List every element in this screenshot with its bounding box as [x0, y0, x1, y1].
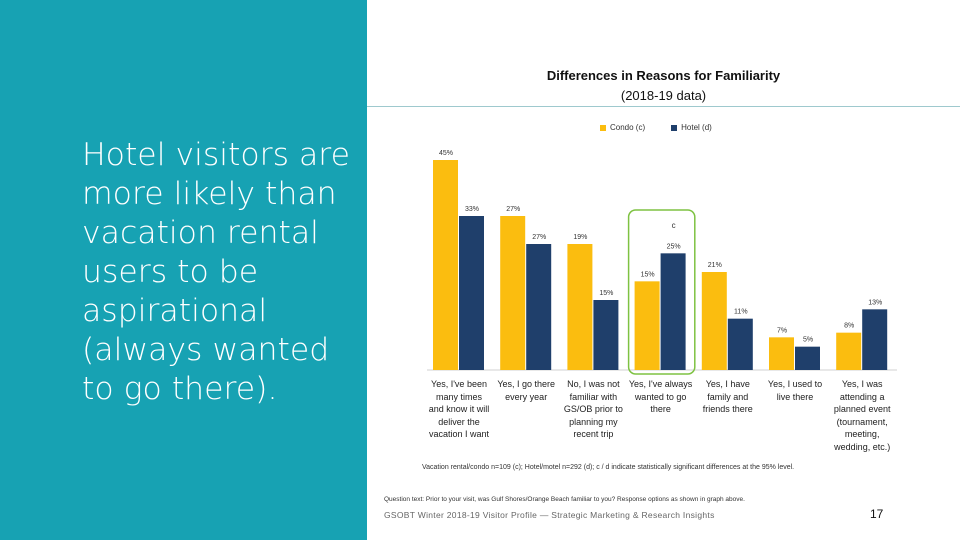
category-label-line: (tournament, — [836, 416, 888, 427]
bar-condo-1 — [500, 216, 526, 370]
category-label-line: deliver the — [438, 416, 480, 427]
value-label-hotel-0: 33% — [465, 206, 479, 213]
legend-label-condo: Condo (c) — [610, 123, 646, 132]
significance-marker: c — [672, 221, 676, 230]
legend-entry-hotel: Hotel (d) — [671, 123, 712, 132]
category-label-line: Yes, I've always — [628, 379, 693, 389]
title-divider — [367, 106, 960, 107]
category-label-4: Yes, I have family and friends there — [691, 378, 765, 416]
legend-swatch-condo — [600, 124, 606, 131]
value-label-condo-3: 15% — [641, 271, 655, 278]
category-label-line: friends there — [702, 404, 753, 414]
value-label-condo-5: 7% — [777, 327, 787, 334]
bar-hotel-6 — [862, 309, 888, 370]
legend-swatch-hotel — [671, 124, 678, 131]
bar-hotel-5 — [795, 346, 820, 370]
bar-hotel-1 — [526, 244, 552, 370]
value-label-hotel-6: 13% — [868, 299, 882, 306]
bar-hotel-2 — [593, 300, 619, 370]
left-panel — [0, 0, 367, 540]
category-label-6: Yes, I was attending a planned event (tourn… — [825, 378, 899, 453]
category-label-line: Yes, I was — [841, 379, 883, 389]
legend-label-hotel: Hotel (d) — [681, 123, 712, 132]
value-label-hotel-2: 15% — [599, 290, 613, 297]
bar-hotel-0 — [459, 216, 484, 370]
bar-condo-3 — [634, 281, 660, 370]
bar-condo-2 — [567, 244, 593, 370]
category-label-line: there — [650, 404, 671, 414]
value-label-hotel-4: 11% — [734, 309, 748, 316]
question-text: Question text: Prior to your visit, was … — [384, 496, 745, 503]
significance-highlight-box — [627, 209, 696, 375]
bar-condo-4 — [701, 272, 727, 370]
category-label-line: many times — [435, 391, 482, 402]
category-label-line: family and — [707, 391, 749, 402]
category-label-line: planned event — [833, 404, 891, 414]
chart-legend: Condo (c) Hotel (d) — [600, 123, 712, 132]
category-label-line: GS/OB prior to — [563, 404, 623, 414]
category-label-0: Yes, I've been many times and know it will… — [422, 378, 496, 441]
category-label-line: vacation I want — [428, 429, 490, 439]
bar-condo-6 — [836, 332, 862, 370]
category-label-line: attending a — [839, 391, 885, 402]
category-label-1: Yes, I go there every year — [489, 378, 563, 403]
chart-title-main: Differences in Reasons for Familiarity — [546, 68, 781, 83]
category-label-line: Yes, I've been — [431, 379, 487, 389]
category-label-line: wedding, etc.) — [834, 441, 891, 452]
legend-entry-condo: Condo (c) — [600, 123, 645, 132]
value-label-hotel-5: 5% — [803, 337, 813, 344]
category-label-line: meeting, — [844, 429, 880, 439]
value-label-condo-4: 21% — [708, 262, 722, 269]
value-label-condo-1: 27% — [506, 206, 520, 213]
bar-condo-0 — [433, 160, 458, 370]
category-label-line: familiar with — [569, 391, 618, 402]
category-label-line: Yes, I used to — [767, 379, 823, 389]
category-label-line: Yes, I have — [705, 379, 750, 389]
sample-note: Vacation rental/condo n=109 (c); Hotel/m… — [422, 464, 795, 471]
category-label-line: live there — [776, 391, 814, 402]
value-label-hotel-3: 25% — [667, 243, 681, 250]
value-label-condo-6: 8% — [844, 323, 854, 330]
category-label-3: Yes, I've always wanted to go there — [624, 378, 698, 416]
chart-title: Differences in Reasons for Familiarity (… — [367, 66, 960, 106]
category-label-line: No, I was not — [567, 379, 620, 389]
chart-subtitle: (2018-19 data) — [620, 88, 707, 103]
category-label-line: every year — [505, 391, 548, 402]
category-label-line: recent trip — [573, 429, 614, 439]
page-number: 17 — [870, 507, 884, 521]
value-label-condo-0: 45% — [439, 150, 453, 157]
value-label-condo-2: 19% — [573, 234, 587, 241]
category-label-line: Yes, I go there — [497, 379, 556, 389]
bar-condo-5 — [769, 337, 794, 370]
category-label-5: Yes, I used to live there — [758, 378, 832, 403]
category-label-line: wanted to go — [634, 391, 687, 402]
headline: Hotel visitors are more likely than vaca… — [82, 137, 350, 407]
category-label-2: No, I was not familiar with GS/OB prior to… — [556, 378, 630, 441]
category-label-line: and know it will — [428, 404, 490, 414]
value-label-hotel-1: 27% — [532, 234, 546, 241]
footer: GSOBT Winter 2018-19 Visitor Profile — S… — [384, 510, 715, 520]
category-label-line: planning my — [569, 416, 618, 427]
bar-hotel-3 — [660, 253, 686, 370]
bar-hotel-4 — [727, 318, 753, 370]
bar-chart: 45% 33% 27% 27% 19% 15% 15% 25% 21% 11% 7% 5% 8% 13% c — [427, 150, 897, 375]
